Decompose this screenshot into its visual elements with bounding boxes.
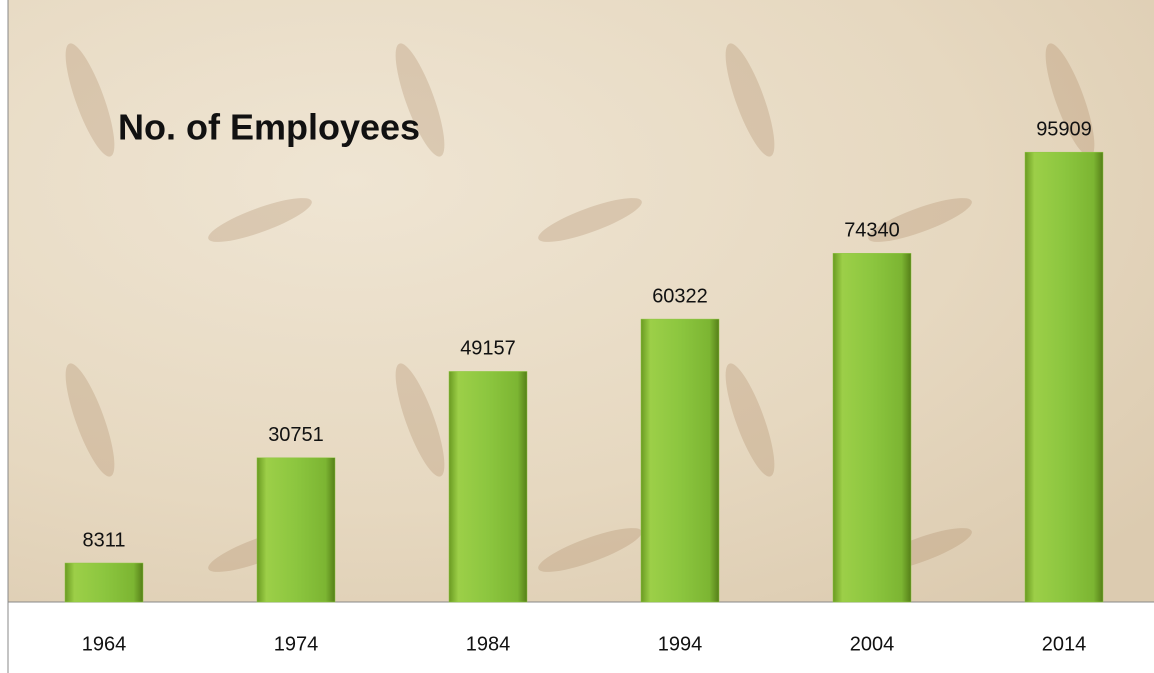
value-label: 49157: [460, 338, 516, 360]
x-tick-label: 2014: [1042, 633, 1087, 655]
bar: [257, 458, 335, 602]
plot-background: [8, 0, 1154, 602]
value-label: 8311: [82, 529, 125, 551]
bar: [449, 371, 527, 602]
x-tick-label: 1994: [658, 633, 703, 655]
bar: [833, 253, 911, 602]
chart-title: No. of Employees: [118, 107, 420, 148]
value-label: 95909: [1036, 118, 1092, 140]
value-label: 74340: [844, 220, 900, 242]
value-label: 60322: [652, 285, 708, 307]
value-label: 30751: [268, 424, 324, 446]
chart: No. of Employees 1964 8311 1974 30751 1984 49…: [0, 0, 1154, 673]
x-tick-label: 2004: [850, 633, 895, 655]
bar: [1025, 152, 1103, 602]
x-tick-label: 1974: [274, 633, 319, 655]
bar: [641, 319, 719, 602]
bar: [65, 563, 143, 602]
x-tick-label: 1964: [82, 633, 127, 655]
x-tick-label: 1984: [466, 633, 511, 655]
